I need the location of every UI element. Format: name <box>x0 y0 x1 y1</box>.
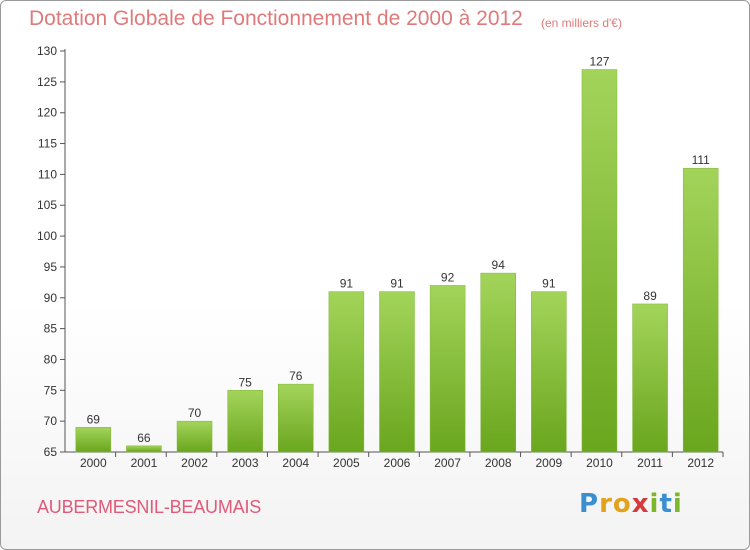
x-tick-label: 2008 <box>485 456 512 470</box>
x-tick-label: 2005 <box>333 456 360 470</box>
x-tick-label: 2010 <box>586 456 613 470</box>
x-tick-label: 2002 <box>181 456 208 470</box>
data-label-2001: 66 <box>137 431 151 445</box>
x-tick-label: 2006 <box>384 456 411 470</box>
y-tick-label: 85 <box>44 322 58 336</box>
bar-2001 <box>126 445 162 453</box>
y-tick-label: 105 <box>37 198 57 212</box>
bar-2004 <box>278 383 314 453</box>
bar-2007 <box>429 285 466 453</box>
data-label-2004: 76 <box>289 369 303 383</box>
x-tick-label: 2011 <box>637 456 663 470</box>
x-tick-label: 2003 <box>232 456 259 470</box>
x-tick-label: 2000 <box>80 456 107 470</box>
data-label-2005: 91 <box>340 277 354 291</box>
chart-unit: (en milliers d'€) <box>541 16 622 30</box>
y-tick-label: 120 <box>37 106 57 120</box>
x-tick-label: 2007 <box>434 456 461 470</box>
bar-2003 <box>227 390 263 453</box>
y-tick-label: 80 <box>44 352 58 366</box>
chart-title: Dotation Globale de Fonctionnement de 20… <box>29 7 523 30</box>
data-label-2011: 89 <box>643 289 657 303</box>
x-tick-label: 2004 <box>282 456 309 470</box>
data-label-2002: 70 <box>188 406 202 420</box>
x-tick-label: 2012 <box>687 456 714 470</box>
commune-name: AUBERMESNIL-BEAUMAIS <box>37 497 262 517</box>
chart-bars <box>75 69 719 453</box>
y-tick-label: 100 <box>37 229 57 243</box>
y-tick-label: 110 <box>38 167 57 181</box>
bar-2000 <box>75 427 112 453</box>
bar-2012 <box>682 167 719 453</box>
data-label-2010: 127 <box>589 55 609 69</box>
y-tick-label: 75 <box>44 383 58 397</box>
x-tick-label: 2001 <box>131 456 158 470</box>
data-label-2003: 75 <box>238 375 252 389</box>
logo-letter: i <box>649 489 660 519</box>
chart-data-labels: 69 66 70 75 76 91 91 92 94 91 127 89 111 <box>87 55 711 445</box>
bar-2009 <box>531 291 567 453</box>
y-tick-label: 70 <box>44 414 58 428</box>
bar-2005 <box>328 291 365 453</box>
data-label-2007: 92 <box>441 270 455 284</box>
bar-2008 <box>480 272 516 453</box>
bar-2006 <box>379 291 415 453</box>
logo-letter: r <box>599 489 613 519</box>
logo-letter: x <box>631 489 650 519</box>
y-tick-label: 95 <box>44 260 58 274</box>
y-tick-label: 130 <box>37 44 57 58</box>
x-tick-label: 2009 <box>535 456 562 470</box>
logo-letter: P <box>579 489 600 519</box>
data-label-2012: 111 <box>692 153 711 167</box>
logo-letter: o <box>612 489 632 519</box>
data-label-2009: 91 <box>542 277 556 291</box>
logo-letter: t <box>659 489 673 519</box>
data-label-2006: 91 <box>390 277 404 291</box>
y-tick-label: 65 <box>44 445 58 459</box>
y-tick-label: 115 <box>38 137 57 151</box>
logo-letter: i <box>672 489 683 519</box>
data-label-2008: 94 <box>492 258 506 272</box>
data-label-2000: 69 <box>87 412 101 426</box>
bar-2002 <box>176 420 213 453</box>
y-tick-label: 125 <box>37 75 57 89</box>
bar-2010 <box>581 69 618 453</box>
bar-2011 <box>632 303 668 453</box>
proxiti-logo: Proxiti <box>579 489 683 519</box>
y-tick-label: 90 <box>44 291 58 305</box>
